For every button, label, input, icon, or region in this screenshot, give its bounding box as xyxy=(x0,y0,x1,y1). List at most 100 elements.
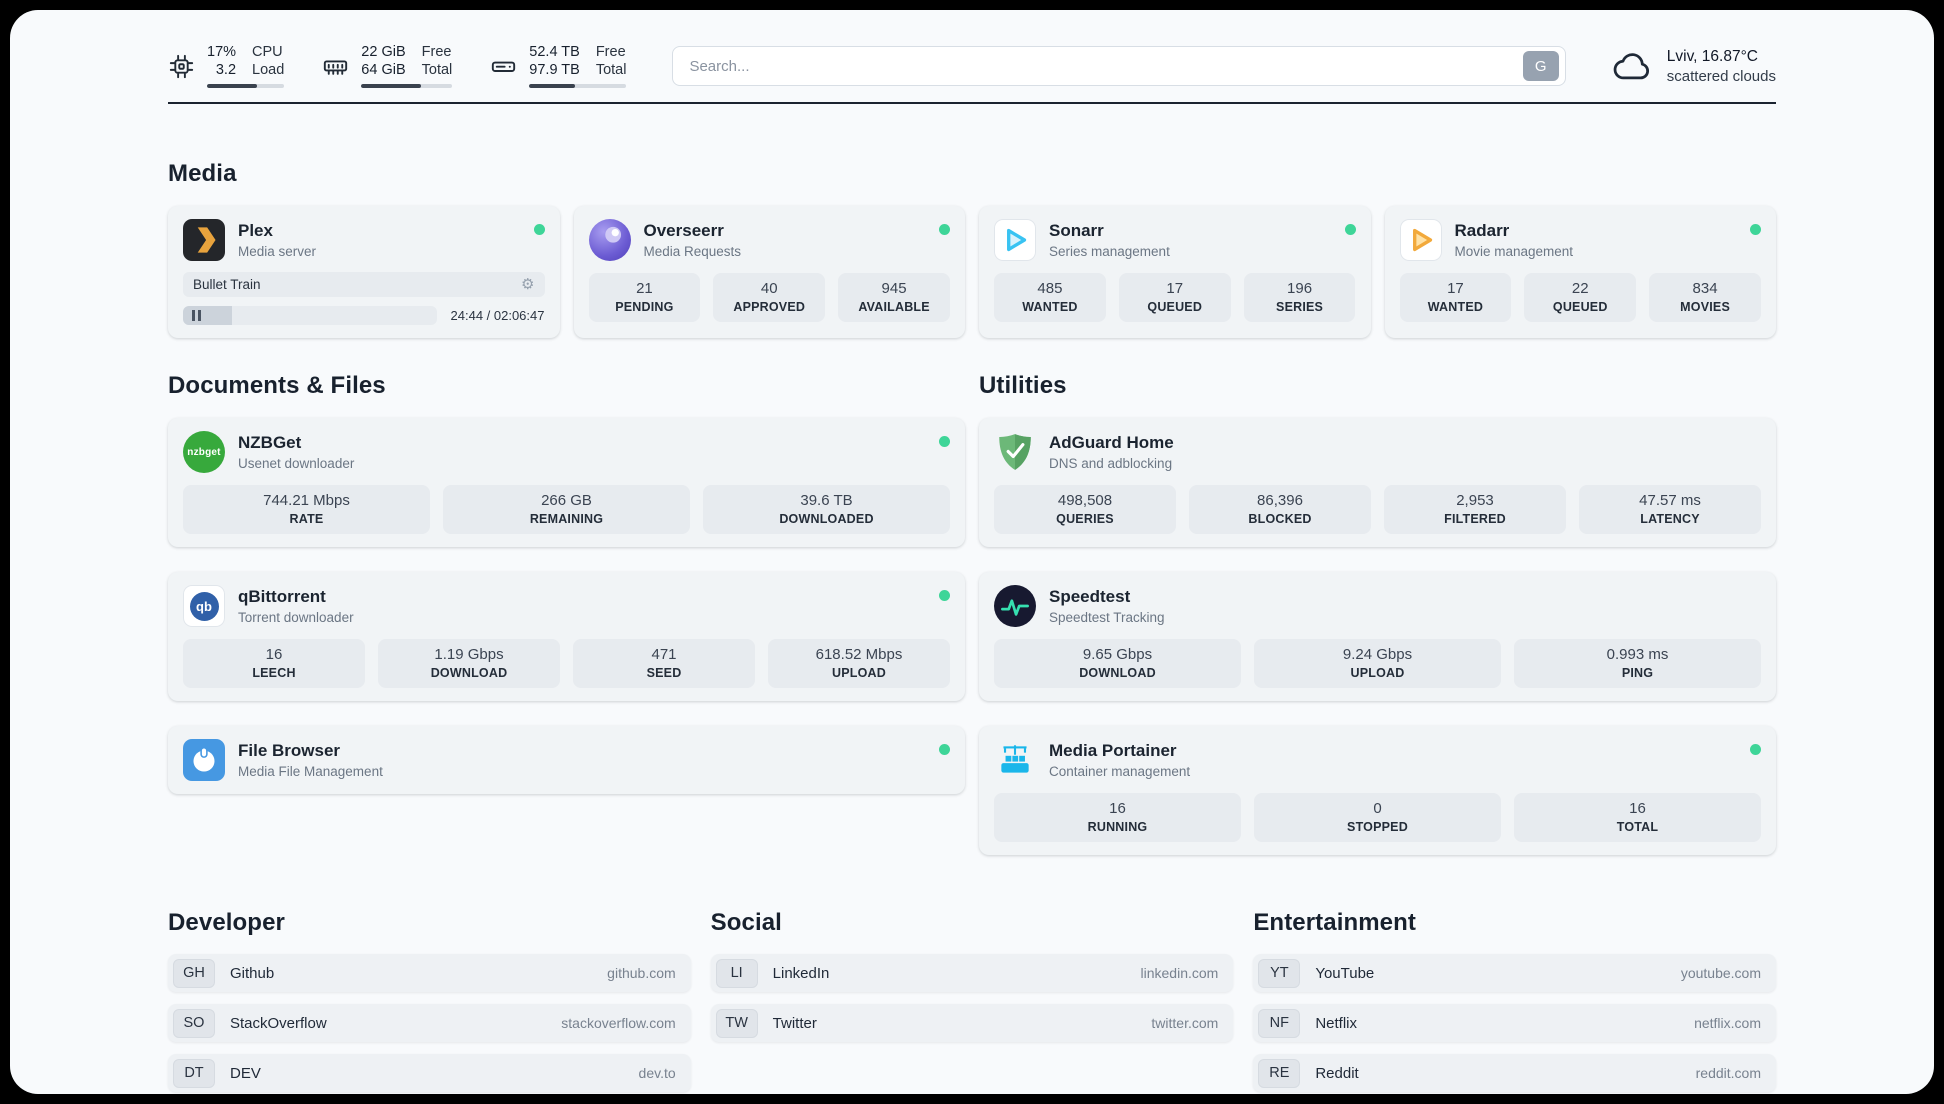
stat-label: QUEUED xyxy=(1552,300,1608,314)
radarr-app-icon xyxy=(1399,219,1442,261)
app-subtitle: Movie management xyxy=(1454,244,1574,259)
stat-series: 196 SERIES xyxy=(1243,273,1356,322)
app-titles: Media Portainer Container management xyxy=(1049,739,1190,779)
stat-label: MOVIES xyxy=(1680,300,1730,314)
stat-label: REMAINING xyxy=(529,512,604,526)
app-name: Sonarr xyxy=(1049,221,1104,240)
metric-body: 52.4 TB Free 97.9 TB Total xyxy=(529,44,627,88)
stat-available: 945 AVAILABLE xyxy=(838,273,950,322)
stat-value: 16 xyxy=(1109,800,1126,817)
stat-value: 40 xyxy=(760,280,778,297)
section-title-documents: Documents & Files xyxy=(168,372,386,399)
app-stats: 16 LEECH 1.19 Gbps DOWNLOAD 471 SEED 618.52 Mb… xyxy=(183,639,950,688)
metric-cpu: 17% CPU 3.2 Load xyxy=(168,44,285,88)
bookmark-github[interactable]: GH Github github.com xyxy=(168,954,691,992)
bookmark-reddit[interactable]: RE Reddit reddit.com xyxy=(1253,1054,1776,1092)
status-online-dot xyxy=(939,436,950,447)
ram-icon xyxy=(322,53,349,80)
bookmark-netflix[interactable]: NF Netflix netflix.com xyxy=(1253,1004,1776,1042)
bookmark-twitter[interactable]: TW Twitter twitter.com xyxy=(710,1004,1234,1042)
app-card-speedtest[interactable]: Speedtest Speedtest Tracking 9.65 Gbps DOWN… xyxy=(979,572,1776,701)
search-engine-button[interactable]: G xyxy=(1522,51,1559,81)
stat-value: 485 xyxy=(1037,280,1063,297)
bookmark-url: linkedin.com xyxy=(1140,965,1219,981)
app-card-plex[interactable]: Plex Media server Bullet Train ⚙ 24:44 / 02:… xyxy=(168,206,560,338)
overseerr-app-icon xyxy=(588,219,631,261)
stat-leech: 16 LEECH xyxy=(183,639,365,688)
app-card-nzbget[interactable]: nzbget NZBGet Usenet downloader 744.21 Mbps… xyxy=(168,418,965,547)
stat-label: DOWNLOAD xyxy=(430,666,508,680)
stat-value: 196 xyxy=(1287,280,1313,297)
app-card-overseerr[interactable]: Overseerr Media Requests 21 PENDING 40 APPROV… xyxy=(573,206,965,338)
stat-label: FILTERED xyxy=(1444,512,1506,526)
speedtest-app-icon xyxy=(994,585,1036,627)
app-titles: NZBGet Usenet downloader xyxy=(238,431,354,471)
bookmark-abbr: RE xyxy=(1258,1058,1301,1088)
stat-label: AVAILABLE xyxy=(858,300,930,314)
metric-value-bottom: 3.2 xyxy=(215,62,237,78)
bookmark-url: netflix.com xyxy=(1694,1015,1761,1031)
status-online-dot xyxy=(1750,744,1761,755)
bookmark-name: StackOverflow xyxy=(230,1014,327,1032)
stat-label: STOPPED xyxy=(1347,820,1408,834)
settings-gear-icon[interactable]: ⚙ xyxy=(521,276,535,293)
app-titles: Plex Media server xyxy=(238,219,316,259)
stat-label: DOWNLOAD xyxy=(1079,666,1156,680)
app-name: Overseerr xyxy=(643,221,724,240)
app-name: Radarr xyxy=(1454,221,1510,240)
weather-location: Lviv, 16.87°C xyxy=(1666,47,1758,65)
stat-blocked: 86,396 BLOCKED xyxy=(1189,485,1371,534)
app-card-radarr[interactable]: Radarr Movie management 17 WANTED 22 QUEUED 83… xyxy=(1384,206,1776,338)
stat-value: 834 xyxy=(1692,280,1718,297)
search-input[interactable] xyxy=(689,57,1523,75)
stat-label: PING xyxy=(1621,666,1654,680)
metric-label-bottom: Total xyxy=(421,62,453,78)
bookmark-stackoverflow[interactable]: SO StackOverflow stackoverflow.com xyxy=(168,1004,691,1042)
bookmark-youtube[interactable]: YT YouTube youtube.com xyxy=(1253,954,1776,992)
app-subtitle: Speedtest Tracking xyxy=(1049,610,1165,625)
bookmark-group-social: Social LI LinkedIn linkedin.com TW Twitter twi… xyxy=(710,909,1234,1092)
bookmark-dev[interactable]: DT DEV dev.to xyxy=(168,1054,691,1092)
search-bar[interactable]: G xyxy=(672,46,1566,86)
app-card-media-portainer[interactable]: Media Portainer Container management 16 RUN… xyxy=(979,726,1776,855)
metric-value-top: 22 GiB xyxy=(361,44,406,60)
app-subtitle: DNS and adblocking xyxy=(1049,456,1173,471)
app-subtitle: Media Requests xyxy=(643,244,742,259)
stat-queries: 498,508 QUERIES xyxy=(994,485,1176,534)
weather-text: Lviv, 16.87°C scattered clouds xyxy=(1667,48,1776,85)
metric-disk: 52.4 TB Free 97.9 TB Total xyxy=(490,44,627,88)
app-card-file-browser[interactable]: File Browser Media File Management xyxy=(168,726,965,794)
stat-value: 498,508 xyxy=(1057,492,1113,509)
stat-value: 16 xyxy=(1629,800,1646,817)
stat-value: 0.993 ms xyxy=(1606,646,1669,663)
stat-upload: 9.24 Gbps UPLOAD xyxy=(1254,639,1501,688)
stat-downloaded: 39.6 TB DOWNLOADED xyxy=(703,485,950,534)
pause-icon[interactable] xyxy=(192,310,201,321)
app-card-header: Overseerr Media Requests xyxy=(588,219,950,261)
bookmark-abbr: NF xyxy=(1258,1008,1301,1038)
filebrowser-app-icon xyxy=(183,739,225,781)
app-card-sonarr[interactable]: Sonarr Series management 485 WANTED 17 QUEUED… xyxy=(979,206,1371,338)
app-card-header: nzbget NZBGet Usenet downloader xyxy=(183,431,950,473)
app-subtitle: Torrent downloader xyxy=(238,610,354,625)
bookmark-url: stackoverflow.com xyxy=(561,1015,676,1031)
bookmark-list: GH Github github.com SO StackOverflow stackov… xyxy=(168,954,691,1092)
stat-pending: 21 PENDING xyxy=(588,273,701,322)
app-stats: 485 WANTED 17 QUEUED 196 SERIES xyxy=(994,273,1356,322)
now-playing-bar[interactable]: Bullet Train ⚙ xyxy=(183,272,545,297)
metric-label-top: CPU xyxy=(252,44,283,60)
stat-label: LEECH xyxy=(252,666,296,680)
stat-label: SEED xyxy=(646,666,682,680)
bookmark-url: dev.to xyxy=(638,1065,676,1081)
stat-value: 39.6 TB xyxy=(800,492,853,509)
metric-label-top: Free xyxy=(421,44,452,60)
bookmark-linkedin[interactable]: LI LinkedIn linkedin.com xyxy=(710,954,1234,992)
status-online-dot xyxy=(939,224,950,235)
playback-progress-bar[interactable] xyxy=(183,306,437,325)
playback-row: 24:44 / 02:06:47 xyxy=(183,306,545,325)
stat-total: 16 TOTAL xyxy=(1514,793,1761,842)
app-card-qbittorrent[interactable]: qb qBittorrent Torrent downloader 16 LEECH 1.… xyxy=(168,572,965,701)
app-card-adguard-home[interactable]: AdGuard Home DNS and adblocking 498,508 QUE… xyxy=(979,418,1776,547)
metric-value-top: 52.4 TB xyxy=(529,44,580,60)
stat-label: TOTAL xyxy=(1616,820,1659,834)
